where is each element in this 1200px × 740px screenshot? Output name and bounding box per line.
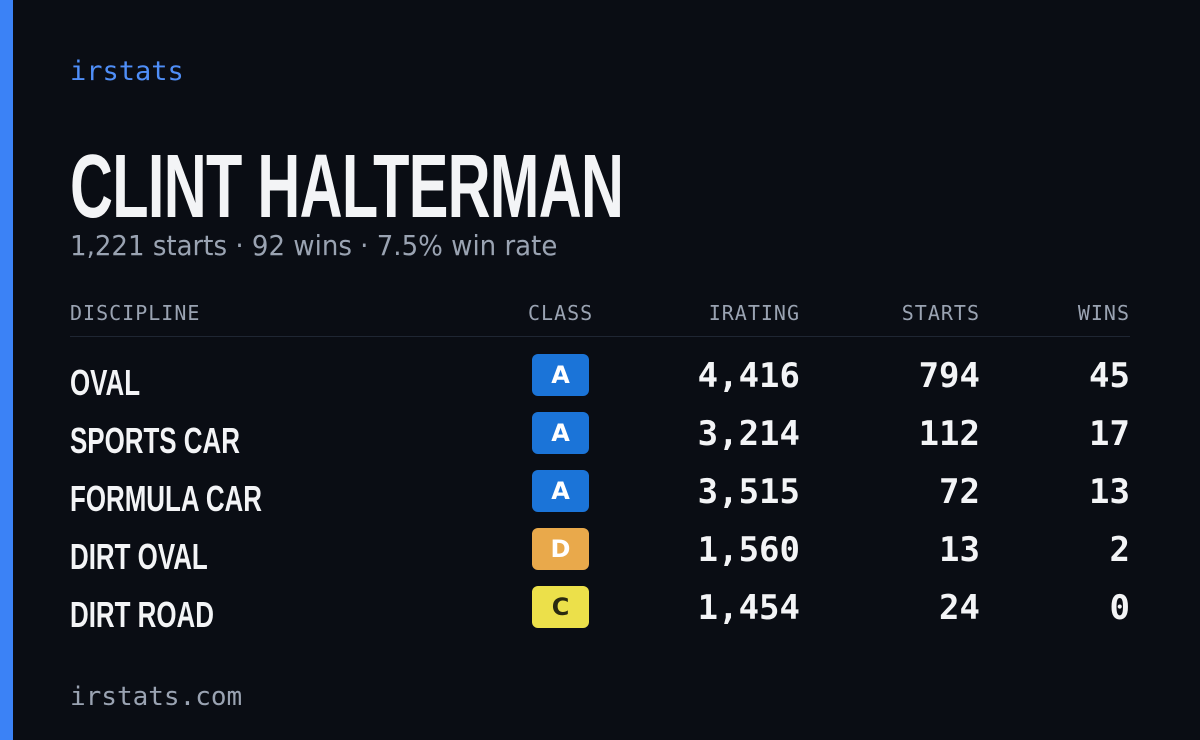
- column-header: CLASS: [528, 301, 594, 325]
- irating: 4,416: [697, 356, 800, 396]
- starts: 794: [918, 356, 980, 396]
- wins: 17: [1089, 414, 1130, 454]
- class-badge: A: [532, 470, 589, 512]
- discipline: OVAL: [70, 362, 141, 403]
- divider: [70, 336, 1130, 337]
- irating: 3,515: [697, 472, 800, 512]
- class-badge: A: [532, 354, 589, 396]
- summary: 1,221 starts · 92 wins · 7.5% win rate: [70, 229, 558, 262]
- discipline: DIRT ROAD: [70, 594, 214, 635]
- irating: 1,560: [697, 530, 800, 570]
- starts: 72: [939, 472, 980, 512]
- wins: 13: [1089, 472, 1130, 512]
- brand: irstats: [70, 56, 184, 87]
- class-badge: C: [532, 586, 589, 628]
- column-header: STARTS: [901, 301, 980, 325]
- driver-name: CLINT HALTERMAN: [70, 137, 624, 237]
- starts: 24: [939, 588, 980, 628]
- wins: 2: [1109, 530, 1130, 570]
- irating: 3,214: [697, 414, 800, 454]
- wins: 0: [1109, 588, 1130, 628]
- class-badge: A: [532, 412, 589, 454]
- discipline: FORMULA CAR: [70, 478, 262, 519]
- column-header: WINS: [1077, 301, 1130, 325]
- starts: 13: [939, 530, 980, 570]
- starts: 112: [918, 414, 980, 454]
- footer-link[interactable]: irstats.com: [70, 682, 243, 712]
- class-badge: D: [532, 528, 589, 570]
- discipline: DIRT OVAL: [70, 536, 208, 577]
- column-header: DISCIPLINE: [70, 301, 201, 325]
- discipline: SPORTS CAR: [70, 420, 240, 461]
- column-header: IRATING: [708, 301, 800, 325]
- wins: 45: [1089, 356, 1130, 396]
- irating: 1,454: [697, 588, 800, 628]
- accent-bar: [0, 0, 13, 740]
